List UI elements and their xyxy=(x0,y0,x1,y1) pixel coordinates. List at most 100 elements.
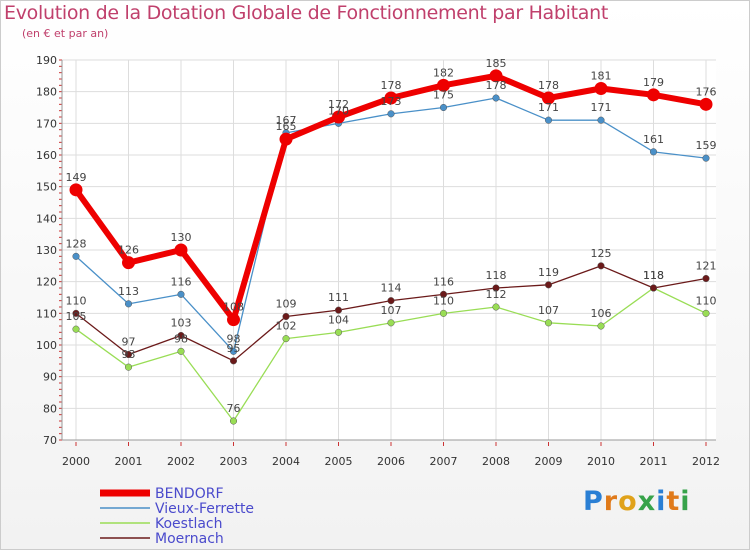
data-label: 130 xyxy=(171,231,192,244)
y-tick-label: 120 xyxy=(36,276,57,289)
data-point xyxy=(702,309,710,317)
data-label: 118 xyxy=(643,269,664,282)
data-label: 178 xyxy=(538,79,559,92)
y-tick-label: 70 xyxy=(43,434,57,447)
x-tick-label: 2007 xyxy=(430,455,458,468)
data-label: 178 xyxy=(381,79,402,92)
data-point xyxy=(489,69,503,83)
data-label: 118 xyxy=(486,269,507,282)
data-label: 109 xyxy=(276,298,297,311)
data-point xyxy=(439,290,448,298)
data-label: 121 xyxy=(696,260,717,273)
data-point xyxy=(229,417,238,425)
x-tick-label: 2002 xyxy=(167,455,195,468)
data-point xyxy=(597,116,605,124)
data-label: 185 xyxy=(486,57,507,70)
data-point xyxy=(387,297,395,305)
y-tick-label: 190 xyxy=(36,54,57,67)
data-label: 159 xyxy=(696,139,717,152)
data-point xyxy=(177,290,185,298)
data-point xyxy=(544,319,553,327)
data-point xyxy=(174,243,188,257)
y-tick-label: 140 xyxy=(36,212,57,225)
logo-letter: t xyxy=(666,486,681,517)
data-point xyxy=(492,303,500,311)
data-label: 173 xyxy=(381,95,402,108)
data-point xyxy=(702,274,710,283)
data-point xyxy=(229,347,238,355)
y-tick-label: 90 xyxy=(43,371,57,384)
data-point xyxy=(177,347,185,355)
y-tick-label: 170 xyxy=(36,117,57,130)
data-point xyxy=(439,103,448,112)
data-label: 171 xyxy=(538,101,559,114)
data-point xyxy=(227,313,240,327)
logo-letter: o xyxy=(618,486,638,517)
data-label: 108 xyxy=(223,301,244,314)
data-point xyxy=(177,331,185,340)
legend-label: Koestlach xyxy=(155,516,222,532)
data-label: 182 xyxy=(433,66,454,79)
data-point xyxy=(492,94,500,102)
x-tick-label: 2011 xyxy=(640,455,668,468)
data-label: 116 xyxy=(433,275,454,288)
data-point xyxy=(334,328,343,336)
data-label: 110 xyxy=(66,294,87,307)
data-label: 178 xyxy=(486,79,507,92)
data-label: 176 xyxy=(696,85,717,98)
grid xyxy=(62,59,716,440)
data-point xyxy=(387,319,395,327)
data-label: 98 xyxy=(227,332,241,345)
data-point xyxy=(72,309,80,317)
data-label: 111 xyxy=(328,291,349,304)
data-point xyxy=(282,335,290,343)
data-point xyxy=(124,363,133,371)
data-label: 98 xyxy=(174,332,188,345)
data-point xyxy=(124,300,133,308)
data-label: 114 xyxy=(381,282,402,295)
x-tick-label: 2006 xyxy=(377,455,405,468)
chart-title: Evolution de la Dotation Globale de Fonc… xyxy=(4,2,609,24)
data-label: 112 xyxy=(486,288,507,301)
data-label: 171 xyxy=(591,101,612,114)
data-point xyxy=(439,309,448,317)
data-point xyxy=(334,306,343,314)
x-tick-label: 2008 xyxy=(482,455,510,468)
x-tick-label: 2010 xyxy=(587,455,615,468)
data-point xyxy=(647,88,660,102)
data-label: 161 xyxy=(643,133,664,146)
data-label: 126 xyxy=(118,244,139,257)
legend-label: Vieux-Ferrette xyxy=(155,501,254,517)
data-label: 110 xyxy=(696,294,717,307)
x-tick-label: 2000 xyxy=(62,455,90,468)
data-label: 105 xyxy=(66,310,87,323)
data-point xyxy=(544,281,553,289)
y-tick-label: 150 xyxy=(36,181,57,194)
data-point xyxy=(594,82,608,95)
x-tick-label: 2004 xyxy=(272,455,300,468)
logo-letter: i xyxy=(656,486,667,517)
data-label: 97 xyxy=(122,336,136,349)
data-label: 110 xyxy=(433,294,454,307)
data-point xyxy=(597,322,605,330)
data-label: 113 xyxy=(118,285,139,298)
x-tick-label: 2005 xyxy=(325,455,353,468)
data-point xyxy=(332,110,345,124)
y-tick-label: 160 xyxy=(36,149,57,162)
series-lines xyxy=(69,69,713,425)
data-label: 172 xyxy=(328,98,349,111)
legend-label: BENDORF xyxy=(155,486,224,502)
y-tick-label: 180 xyxy=(36,86,57,99)
data-label: 125 xyxy=(591,247,612,260)
data-label: 181 xyxy=(591,70,612,83)
x-tick-label: 2012 xyxy=(692,455,720,468)
data-label: 170 xyxy=(328,104,349,117)
data-label: 103 xyxy=(171,317,192,330)
data-label: 95 xyxy=(227,342,241,355)
data-point xyxy=(72,325,80,333)
y-tick-label: 130 xyxy=(36,244,57,257)
data-point xyxy=(699,97,713,111)
logo-letter: r xyxy=(603,486,619,517)
data-label: 165 xyxy=(276,120,297,133)
